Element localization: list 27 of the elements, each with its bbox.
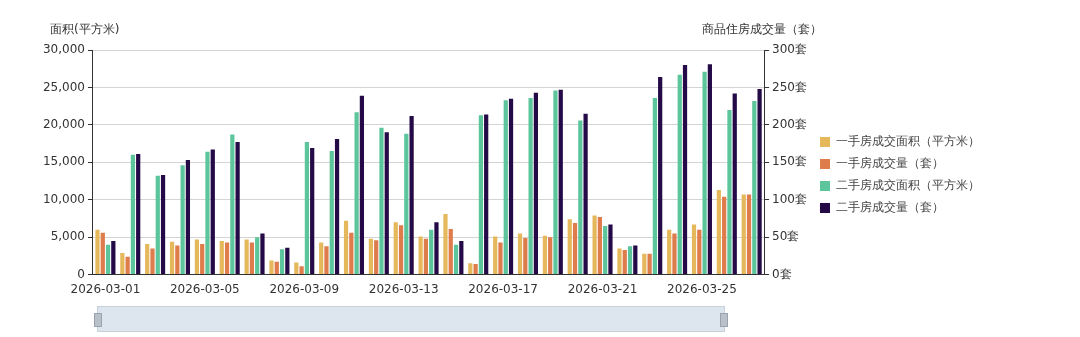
x-tick-label: 2026-03-13 xyxy=(368,281,439,296)
x-tick-label: 2026-03-17 xyxy=(468,281,538,296)
legend-label: 一手房成交量（套） xyxy=(836,156,944,171)
y2-axis-title: 商品住房成交量（套） xyxy=(702,22,822,37)
legend-label: 一手房成交面积（平方米） xyxy=(836,134,980,149)
x-tick-label: 2026-03-05 xyxy=(169,281,240,296)
y2-tick-label: 100套 xyxy=(772,191,807,206)
x-tick-label: 2026-03-21 xyxy=(567,281,638,296)
legend-label: 二手房成交面积（平方米） xyxy=(836,178,980,193)
x-tick-label: 2026-03-01 xyxy=(70,281,141,296)
y2-tick-label: 250套 xyxy=(772,79,807,94)
y-tick-label: 5,000 xyxy=(50,229,85,244)
y-axis-title: 面积(平方米) xyxy=(50,22,120,37)
y-tick-label: 25,000 xyxy=(42,79,85,94)
y-tick-label: 20,000 xyxy=(42,116,85,131)
y2-tick-label: 0套 xyxy=(772,266,792,281)
y-tick-label: 0 xyxy=(77,266,85,281)
y-tick-label: 30,000 xyxy=(42,42,85,57)
legend-label: 二手房成交量（套） xyxy=(836,200,944,215)
y2-tick-label: 200套 xyxy=(772,116,807,131)
y2-tick-label: 150套 xyxy=(772,154,807,169)
y2-tick-label: 300套 xyxy=(772,42,807,57)
x-tick-label: 2026-03-09 xyxy=(269,281,340,296)
y2-tick-label: 50套 xyxy=(772,229,800,244)
y-tick-label: 15,000 xyxy=(42,154,85,169)
x-tick-label: 2026-03-25 xyxy=(667,281,737,296)
y-tick-label: 10,000 xyxy=(42,191,85,206)
